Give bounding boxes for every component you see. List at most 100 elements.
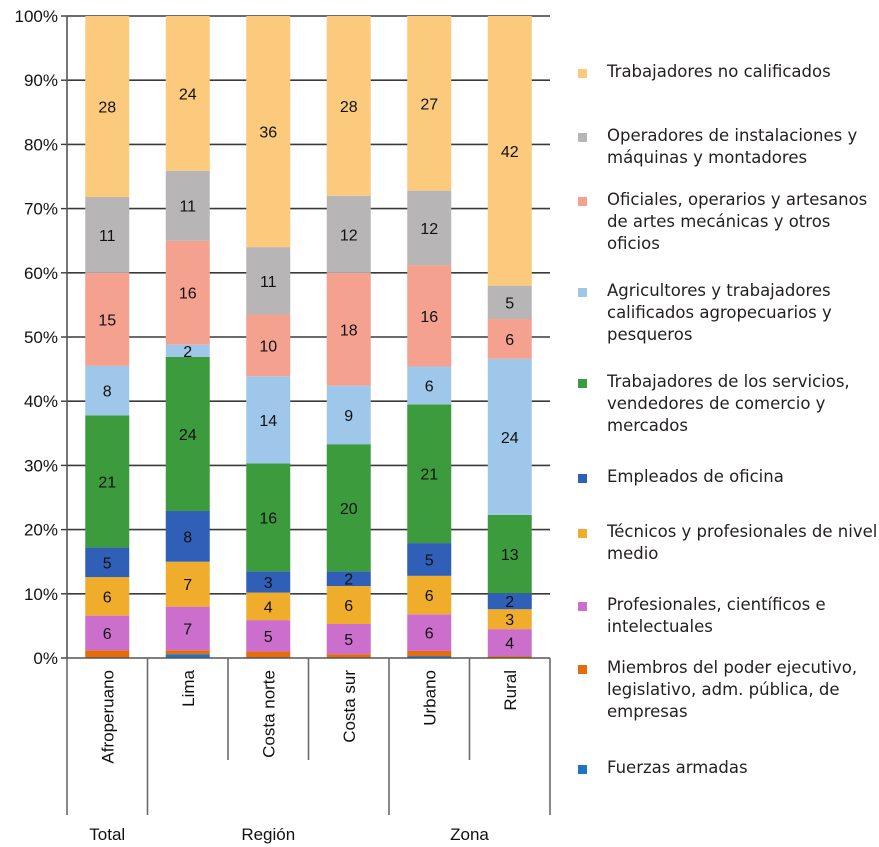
legend-label: Fuerzas armadas bbox=[607, 758, 748, 777]
bar-segment bbox=[326, 272, 371, 386]
bar-segment bbox=[407, 575, 452, 615]
data-label: 11 bbox=[260, 274, 277, 291]
data-label: 16 bbox=[420, 309, 438, 326]
bar-segment bbox=[487, 285, 532, 320]
bar-segment bbox=[407, 190, 452, 266]
bar-segment bbox=[326, 623, 371, 655]
legend-swatch-icon bbox=[578, 665, 587, 674]
category-label: Rural bbox=[501, 670, 520, 711]
legend-swatch-icon bbox=[578, 474, 587, 483]
bar-segment bbox=[326, 385, 371, 445]
data-label: 5 bbox=[264, 629, 273, 646]
y-tick-label: 80% bbox=[24, 135, 58, 154]
group-label: Zona bbox=[450, 825, 489, 844]
legend-label: Profesionales, científicos e intelectual… bbox=[607, 595, 826, 636]
data-label: 11 bbox=[99, 228, 116, 245]
y-tick-label: 40% bbox=[24, 392, 58, 411]
data-label: 3 bbox=[264, 575, 273, 592]
bar-segment bbox=[165, 240, 210, 345]
data-label: 4 bbox=[505, 636, 514, 653]
bar-segment bbox=[85, 577, 130, 616]
bar-segment bbox=[487, 358, 532, 515]
legend-label: Trabajadores no calificados bbox=[607, 62, 831, 81]
data-label: 2 bbox=[505, 594, 514, 611]
legend-label: Miembros del poder ejecutivo, legislativ… bbox=[607, 658, 858, 721]
legend-label: Técnicos y profesionales de nivel medio bbox=[607, 522, 878, 563]
legend-swatch-icon bbox=[578, 133, 587, 142]
data-label: 13 bbox=[501, 547, 519, 564]
data-label: 2 bbox=[344, 572, 353, 589]
legend-swatch-icon bbox=[578, 529, 587, 538]
bar-segment bbox=[246, 620, 291, 652]
data-label: 7 bbox=[183, 577, 192, 594]
bar-segment bbox=[246, 463, 291, 572]
bar-segment bbox=[246, 376, 291, 464]
data-label: 28 bbox=[98, 100, 116, 117]
bar-segment bbox=[487, 319, 532, 359]
data-label: 14 bbox=[259, 413, 277, 430]
bar-segment bbox=[407, 650, 452, 657]
data-label: 36 bbox=[259, 125, 277, 142]
group-label: Región bbox=[241, 825, 295, 844]
bar-segment bbox=[326, 586, 371, 624]
bar-segment bbox=[326, 571, 371, 587]
data-label: 11 bbox=[179, 199, 196, 216]
data-label: 24 bbox=[179, 86, 197, 103]
bar-segment bbox=[246, 651, 291, 658]
y-tick-label: 90% bbox=[24, 71, 58, 90]
axes: 0% 10% 20% 30% 40% 50% 60% 70% 80% 90% 100% Afroper… bbox=[15, 7, 551, 844]
gridlines bbox=[67, 15, 550, 595]
data-label: 28 bbox=[340, 99, 358, 116]
legend-swatch-icon bbox=[578, 765, 587, 774]
legend-swatch-icon bbox=[578, 379, 587, 388]
bar-segment bbox=[487, 593, 532, 610]
data-label: 12 bbox=[420, 221, 438, 238]
data-label: 5 bbox=[505, 295, 514, 312]
data-label: 12 bbox=[340, 227, 358, 244]
y-tick-label: 100% bbox=[15, 7, 58, 26]
bar-segment bbox=[487, 514, 532, 594]
data-label: 5 bbox=[103, 555, 112, 572]
data-labels: 6652181511287782421611245431614101136562… bbox=[98, 86, 518, 652]
y-tick-label: 0% bbox=[33, 649, 58, 668]
category-label: Costa sur bbox=[340, 670, 359, 743]
bar-segment bbox=[165, 16, 210, 171]
y-tick-label: 60% bbox=[24, 264, 58, 283]
bar-segment bbox=[246, 314, 291, 377]
data-label: 6 bbox=[425, 588, 434, 605]
bar-segment bbox=[165, 510, 210, 562]
data-label: 6 bbox=[425, 378, 434, 395]
category-label: Urbano bbox=[420, 670, 439, 726]
data-label: 24 bbox=[501, 430, 519, 447]
group-label: Total bbox=[89, 825, 125, 844]
bar-segment bbox=[487, 609, 532, 630]
data-label: 21 bbox=[420, 467, 438, 484]
bar-segment bbox=[165, 606, 210, 651]
bar-segment bbox=[326, 444, 371, 572]
data-label: 8 bbox=[183, 529, 192, 546]
y-tick-label: 30% bbox=[24, 456, 58, 475]
bar-segment bbox=[407, 366, 452, 405]
bar-segment bbox=[407, 404, 452, 544]
y-tick-label: 20% bbox=[24, 521, 58, 540]
bar-segment bbox=[85, 365, 130, 416]
bar-segment bbox=[407, 543, 452, 576]
data-label: 20 bbox=[340, 501, 358, 518]
data-label: 5 bbox=[344, 632, 353, 649]
data-label: 6 bbox=[505, 332, 514, 349]
bar-segment bbox=[165, 170, 210, 241]
data-label: 4 bbox=[264, 599, 273, 616]
legend-label: Oficiales, operarios y artesanos de arte… bbox=[607, 190, 868, 253]
data-label: 2 bbox=[183, 344, 192, 361]
data-label: 10 bbox=[259, 338, 277, 355]
data-label: 8 bbox=[103, 384, 112, 401]
bar-segment bbox=[85, 547, 130, 578]
legend-swatch-icon bbox=[578, 288, 587, 297]
bar-segment bbox=[487, 16, 532, 286]
bar-segment bbox=[165, 356, 210, 511]
legend-swatch-icon bbox=[578, 602, 587, 611]
bar-segment bbox=[165, 650, 210, 655]
bar-segment bbox=[487, 629, 532, 657]
data-label: 18 bbox=[340, 322, 358, 339]
data-label: 9 bbox=[344, 408, 353, 425]
